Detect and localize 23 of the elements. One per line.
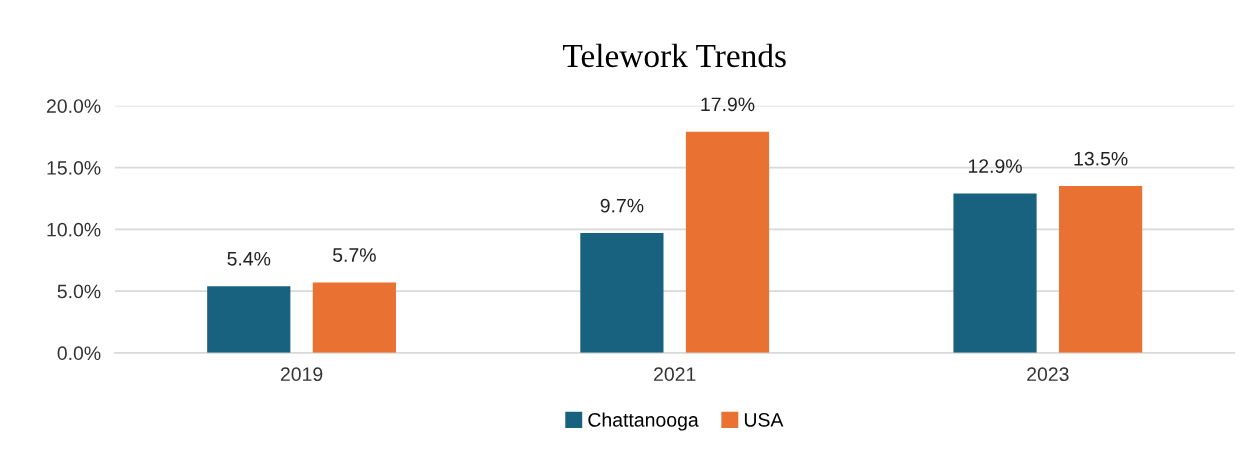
legend-label: Chattanooga [588, 412, 699, 431]
chart-title: Telework Trends [563, 43, 786, 68]
data-label: 9.7% [600, 198, 644, 213]
y-tick-label: 0.0% [57, 346, 101, 361]
data-label: 12.9% [968, 159, 1022, 173]
bar [207, 286, 291, 353]
data-label: 17.9% [701, 97, 755, 112]
x-tick-label: 2021 [654, 367, 696, 382]
bar [580, 233, 664, 353]
bar [1059, 186, 1143, 353]
x-tick-label: 2019 [280, 367, 323, 382]
y-tick-label: 20.0% [46, 99, 101, 113]
y-tick-label: 10.0% [47, 222, 101, 237]
x-tick-label: 2023 [1027, 367, 1069, 382]
bar [312, 282, 396, 353]
y-tick-label: 15.0% [47, 161, 101, 175]
data-label: 5.7% [332, 248, 376, 262]
data-label: 5.4% [227, 251, 271, 266]
bar [953, 193, 1037, 353]
legend-label: USA [744, 413, 784, 427]
y-tick-label: 5.0% [57, 284, 101, 299]
bar [685, 131, 770, 353]
data-label: 13.5% [1074, 151, 1128, 166]
